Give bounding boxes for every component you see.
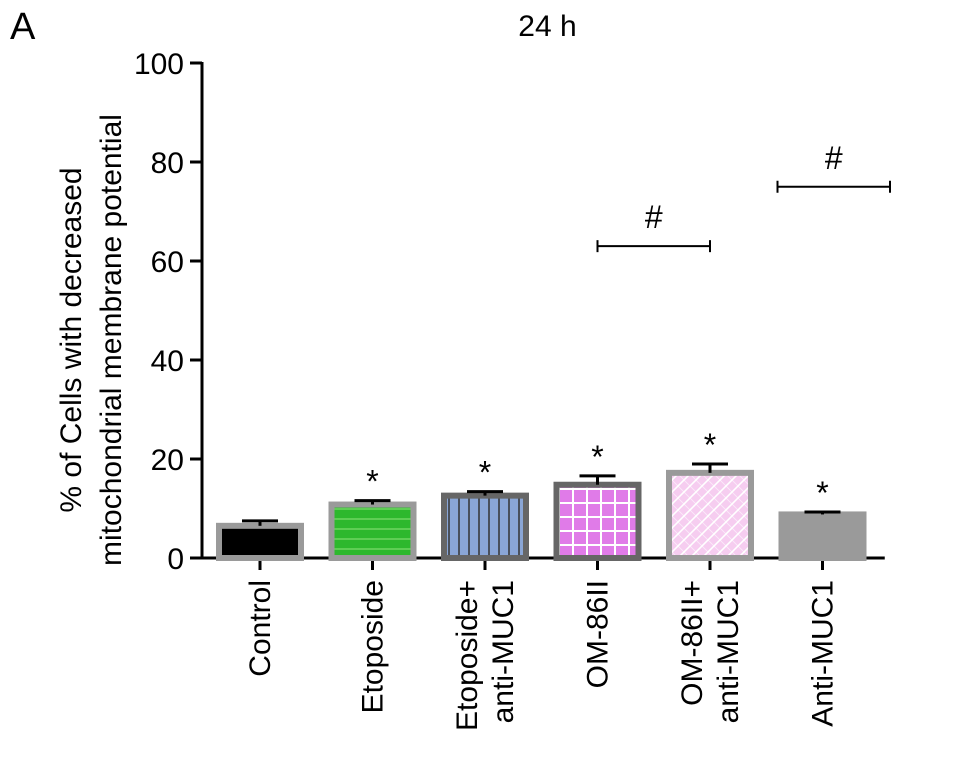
- comparison-label: #: [645, 199, 663, 235]
- bars: [216, 462, 867, 562]
- significance-star: *: [479, 455, 491, 491]
- x-tick-label: Anti-MUC1: [807, 580, 840, 727]
- annotations: * * * * * # #: [366, 140, 891, 511]
- x-tick-label: anti-MUC1: [487, 580, 520, 723]
- x-tick-label: anti-MUC1: [712, 580, 745, 723]
- y-tick-label: 80: [151, 147, 184, 180]
- panel-label: A: [10, 6, 36, 48]
- bar: [553, 481, 642, 561]
- bar: [778, 511, 867, 562]
- y-tick-label: 40: [151, 345, 184, 378]
- x-tick-label: Control: [244, 580, 277, 677]
- significance-star: *: [704, 427, 716, 463]
- comparison-label: #: [825, 140, 843, 176]
- bar: [441, 492, 529, 562]
- x-tick-label: OM-86II: [582, 580, 615, 688]
- x-tick-label: Etoposide: [357, 580, 390, 713]
- bar: [328, 501, 417, 562]
- y-tick-label: 20: [151, 444, 184, 477]
- bar: [216, 522, 304, 562]
- x-tick-label: OM-86II+: [676, 580, 709, 706]
- y-tick-label: 100: [134, 48, 184, 81]
- significance-star: *: [366, 464, 378, 500]
- significance-star: *: [591, 439, 603, 475]
- y-tick-label: 60: [151, 246, 184, 279]
- significance-star: *: [816, 475, 828, 511]
- bar: [666, 469, 754, 561]
- y-tick-label: 0: [167, 543, 184, 576]
- x-tick-label: Etoposide+: [451, 580, 484, 731]
- chart-title: 24 h: [518, 10, 577, 43]
